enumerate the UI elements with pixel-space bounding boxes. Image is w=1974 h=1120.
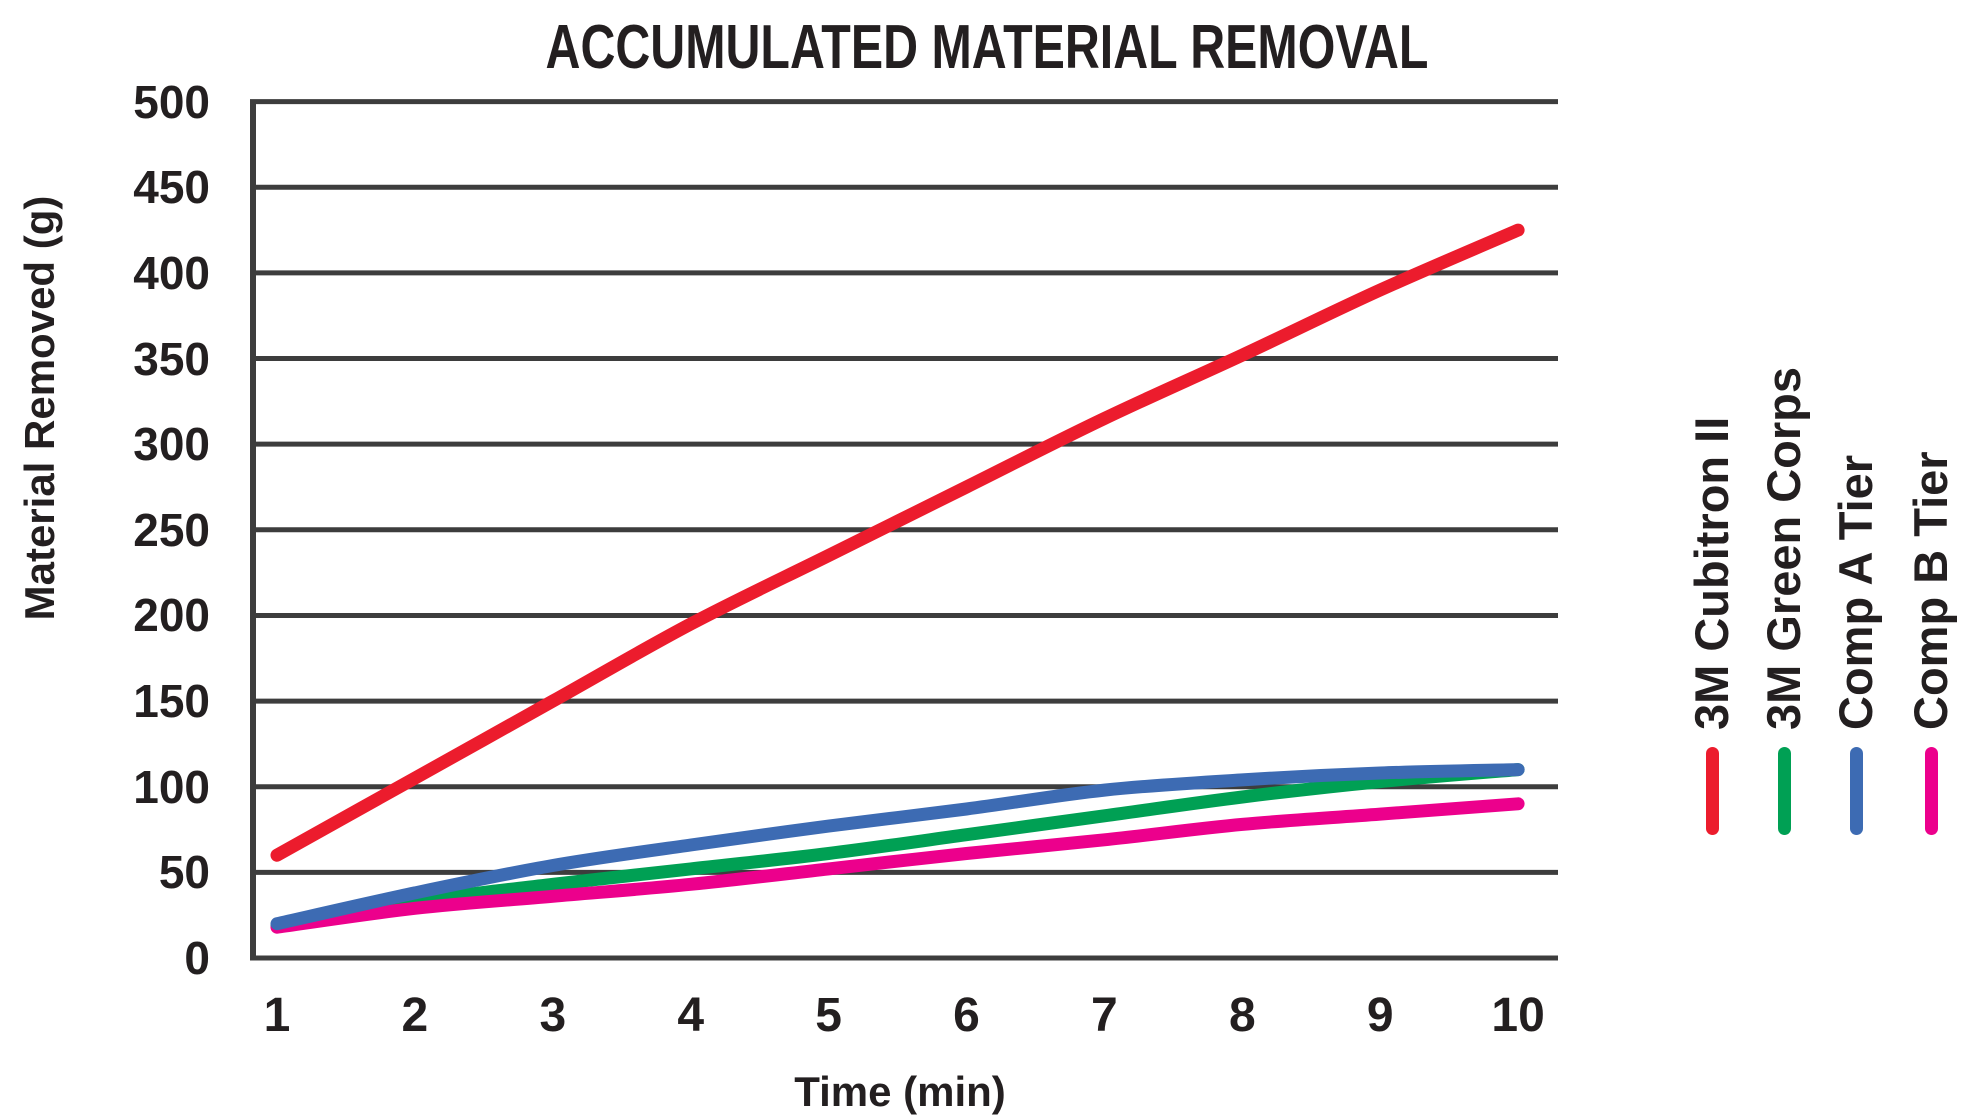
y-tick-label-350: 350 [133, 332, 210, 385]
x-tick-label-10: 10 [1491, 989, 1545, 1042]
legend-swatch-3m-green-corps [1777, 747, 1791, 835]
legend-label-comp-a-tier: Comp A Tier [1829, 454, 1882, 730]
y-tick-label-450: 450 [133, 161, 210, 214]
x-axis-title: Time (min) [794, 1068, 1006, 1115]
x-tick-label-6: 6 [953, 989, 980, 1042]
x-tick-label-9: 9 [1366, 989, 1394, 1042]
x-tick-label-5: 5 [815, 989, 842, 1042]
legend-label-3m-green-corps: 3M Green Corps [1757, 366, 1810, 730]
series-line-3m-cubitron-ii [270, 223, 1525, 862]
y-tick-label-250: 250 [133, 503, 210, 556]
x-tick-label-4: 4 [677, 989, 705, 1042]
x-tick-label-1: 1 [263, 989, 291, 1042]
y-tick-label-400: 400 [133, 246, 210, 299]
plot-svg [250, 99, 1558, 961]
y-tick-label-50: 50 [158, 846, 210, 899]
series-line-3m-green-corps [270, 763, 1525, 932]
chart-title: ACCUMULATED MATERIAL REMOVAL [545, 13, 1429, 82]
legend-swatch-comp-b-tier [1924, 747, 1938, 835]
y-tick-label-300: 300 [133, 418, 210, 471]
y-tick-label-100: 100 [133, 760, 210, 813]
legend-swatch-3m-cubitron-ii [1705, 747, 1719, 835]
y-tick-label-0: 0 [184, 932, 210, 984]
x-tick-label-8: 8 [1228, 989, 1256, 1042]
y-tick-label-200: 200 [133, 589, 210, 642]
x-tick-label-7: 7 [1091, 989, 1118, 1042]
series-line-comp-b-tier [270, 797, 1525, 934]
y-tick-label-500: 500 [133, 75, 210, 128]
legend-label-3m-cubitron-ii: 3M Cubitron II [1685, 416, 1738, 730]
y-tick-label-150: 150 [133, 675, 210, 728]
series-line-comp-a-tier [270, 763, 1525, 931]
x-tick-label-3: 3 [539, 989, 567, 1042]
legend-label-comp-b-tier: Comp B Tier [1904, 451, 1957, 730]
x-tick-label-2: 2 [401, 989, 429, 1042]
legend-swatch-comp-a-tier [1849, 747, 1863, 835]
